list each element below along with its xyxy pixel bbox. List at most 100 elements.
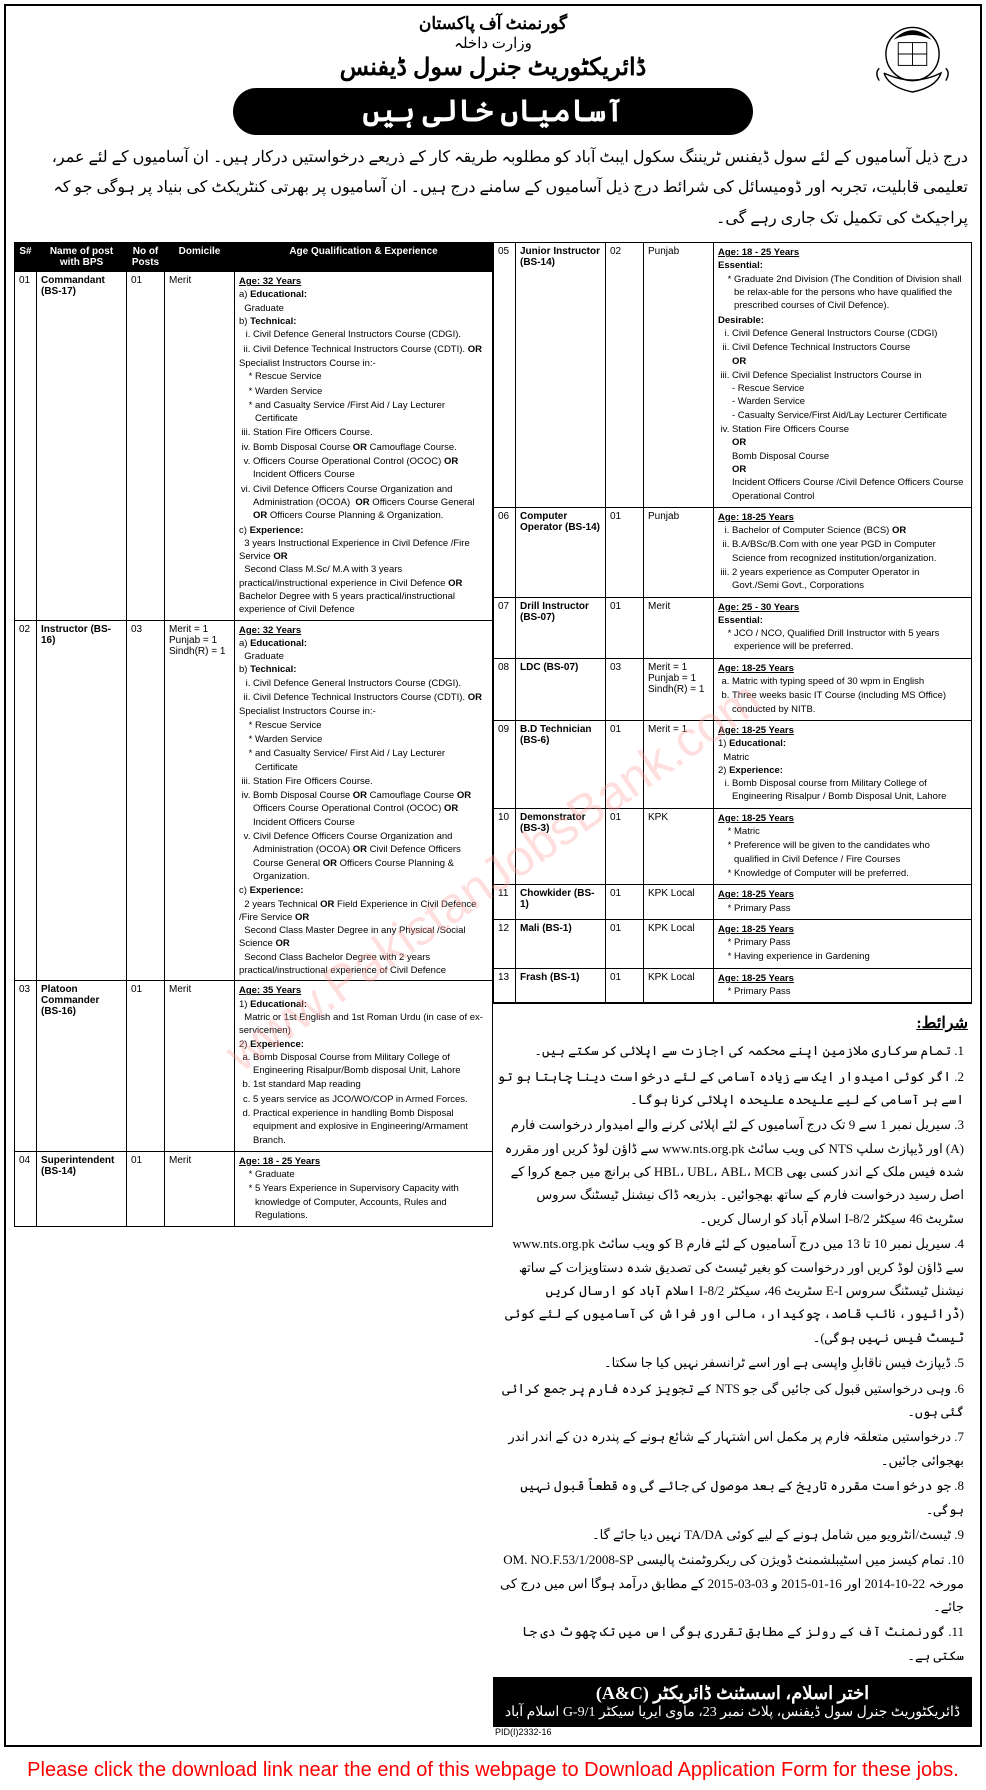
condition-item: گورنمنٹ آف کے رولز کے مطابق تقرری ہوگی ا… xyxy=(497,1620,964,1667)
condition-item: درخواستیں متعلقہ فارم پر مکمل اس اشتہار … xyxy=(497,1425,964,1472)
table-row: 10 Demonstrator (BS-3) 01 KPK Age: 18-25… xyxy=(494,808,972,884)
condition-item: وہی درخواستیں قبول کی جائیں گی جو NTS کے… xyxy=(497,1377,964,1424)
table-row: 06 Computer Operator (BS-14) 01 Punjab A… xyxy=(494,507,972,597)
condition-item: سیریل نمبر 10 تا 13 میں درج آسامیوں کے ل… xyxy=(497,1232,964,1349)
cell-dom: Merit = 1Punjab = 1Sindh(R) = 1 xyxy=(165,620,235,981)
table-row: 13 Frash (BS-1) 01 KPK Local Age: 18-25 … xyxy=(494,968,972,1003)
pid-number: PID(I)2332-16 xyxy=(493,1727,972,1737)
cell-dom: KPK Local xyxy=(644,968,714,1003)
cell-post: Junior Instructor (BS-14) xyxy=(516,243,606,508)
footer-address: ڈائریکٹوریٹ جنرل سول ڈیفنس، پلاٹ نمبر 23… xyxy=(499,1704,966,1721)
intro-text: درج ذیل آسامیوں کے لئے سول ڈیفنس ٹریننگ … xyxy=(14,143,972,234)
cell-sn: 09 xyxy=(494,720,516,808)
cell-qual: Age: 32 Yearsa) Educational: Graduateb) … xyxy=(235,272,493,620)
table-header-row: S# Name of post with BPS No of Posts Dom… xyxy=(15,243,493,272)
cell-num: 01 xyxy=(606,507,644,597)
cell-sn: 13 xyxy=(494,968,516,1003)
th-sn: S# xyxy=(15,243,37,272)
cell-dom: Punjab xyxy=(644,507,714,597)
vacancy-banner: آسامیاں خالی ہیں xyxy=(233,88,753,135)
jobs-columns: S# Name of post with BPS No of Posts Dom… xyxy=(14,242,972,1737)
cell-sn: 01 xyxy=(15,272,37,620)
cell-dom: Merit xyxy=(644,597,714,658)
cell-num: 01 xyxy=(606,808,644,884)
directorate-line: ڈائریکٹوریٹ جنرل سول ڈیفنس xyxy=(14,53,972,82)
cell-post: B.D Technician (BS-6) xyxy=(516,720,606,808)
table-row: 12 Mali (BS-1) 01 KPK Local Age: 18-25 Y… xyxy=(494,919,972,968)
table-row: 09 B.D Technician (BS-6) 01 Merit = 1 Ag… xyxy=(494,720,972,808)
ministry-line: وزارت داخلہ xyxy=(14,34,972,53)
cell-sn: 05 xyxy=(494,243,516,508)
cell-dom: Punjab xyxy=(644,243,714,508)
th-qual: Age Qualification & Experience xyxy=(235,243,493,272)
condition-item: اگر کوئی امیدوار ایک سے زیادہ آسامی کے ل… xyxy=(497,1065,964,1112)
left-column: S# Name of post with BPS No of Posts Dom… xyxy=(14,242,493,1737)
cell-post: Computer Operator (BS-14) xyxy=(516,507,606,597)
footer-box: اختر اسلام، اسسٹنٹ ڈائریکٹر (A&C) ڈائریک… xyxy=(493,1677,972,1727)
cell-num: 01 xyxy=(606,885,644,920)
jobs-table-right: 05 Junior Instructor (BS-14) 02 Punjab A… xyxy=(493,242,972,1003)
conditions-heading: شرائط: xyxy=(916,1015,968,1032)
cell-qual: Age: 18-25 YearsPrimary Pass xyxy=(714,968,972,1003)
condition-item: تمام کیسز میں اسٹیبلشمنٹ ڈویژن کی ریکروٹ… xyxy=(497,1548,964,1618)
cell-num: 02 xyxy=(606,243,644,508)
cell-num: 01 xyxy=(127,272,165,620)
cell-sn: 10 xyxy=(494,808,516,884)
cell-post: Chowkider (BS-1) xyxy=(516,885,606,920)
cell-post: Frash (BS-1) xyxy=(516,968,606,1003)
cell-dom: KPK Local xyxy=(644,885,714,920)
condition-item: سیریل نمبر 1 سے 9 تک درج آسامیوں کے لئے … xyxy=(497,1113,964,1230)
cell-dom: Merit xyxy=(165,272,235,620)
cell-post: Drill Instructor (BS-07) xyxy=(516,597,606,658)
cell-qual: Age: 18-25 YearsBachelor of Computer Sci… xyxy=(714,507,972,597)
cell-dom: KPK Local xyxy=(644,919,714,968)
cell-qual: Age: 18-25 YearsPrimary Pass xyxy=(714,885,972,920)
table-row: 04 Superintendent (BS-14) 01 Merit Age: … xyxy=(15,1151,493,1226)
cell-sn: 12 xyxy=(494,919,516,968)
cell-post: Platoon Commander (BS-16) xyxy=(37,981,127,1152)
govt-line: گورنمنٹ آف پاکستان xyxy=(14,14,972,34)
cell-dom: KPK xyxy=(644,808,714,884)
cell-sn: 07 xyxy=(494,597,516,658)
cell-dom: Merit = 1Punjab = 1Sindh(R) = 1 xyxy=(644,658,714,720)
cell-qual: Age: 35 Years1) Educational: Matric or 1… xyxy=(235,981,493,1152)
cell-num: 01 xyxy=(606,720,644,808)
condition-item: ٹیسٹ/انٹرویو میں شامل ہونے کے لیے کوئی T… xyxy=(497,1523,964,1546)
th-post: Name of post with BPS xyxy=(37,243,127,272)
condition-item: تمام سرکاری ملازمین اپنے محکمہ کی اجازت … xyxy=(497,1039,964,1062)
table-row: 11 Chowkider (BS-1) 01 KPK Local Age: 18… xyxy=(494,885,972,920)
table-row: 01 Commandant (BS-17) 01 Merit Age: 32 Y… xyxy=(15,272,493,620)
cell-qual: Age: 18 - 25 YearsGraduate5 Years Experi… xyxy=(235,1151,493,1226)
table-row: 05 Junior Instructor (BS-14) 02 Punjab A… xyxy=(494,243,972,508)
cell-sn: 06 xyxy=(494,507,516,597)
cell-num: 01 xyxy=(606,597,644,658)
advertisement-page: www.PakistanJobsBank.com گورنمنٹ آف پاکس… xyxy=(4,4,982,1747)
cell-post: Commandant (BS-17) xyxy=(37,272,127,620)
cell-post: Demonstrator (BS-3) xyxy=(516,808,606,884)
cell-sn: 11 xyxy=(494,885,516,920)
cell-sn: 04 xyxy=(15,1151,37,1226)
signatory: اختر اسلام، اسسٹنٹ ڈائریکٹر (A&C) xyxy=(499,1683,966,1704)
conditions-list: تمام سرکاری ملازمین اپنے محکمہ کی اجازت … xyxy=(497,1039,968,1667)
cell-qual: Age: 18-25 Years1) Educational: Matric2)… xyxy=(714,720,972,808)
condition-item: ڈیپازٹ فیس ناقابلِ واپسی ہے اور اسے ٹران… xyxy=(497,1351,964,1374)
cell-dom: Merit xyxy=(165,981,235,1152)
cell-qual: Age: 32 Yearsa) Educational: Graduateb) … xyxy=(235,620,493,981)
state-emblem xyxy=(865,16,960,111)
conditions-block: شرائط: تمام سرکاری ملازمین اپنے محکمہ کی… xyxy=(493,1003,972,1671)
cell-qual: Age: 25 - 30 YearsEssential:JCO / NCO, Q… xyxy=(714,597,972,658)
cell-num: 03 xyxy=(606,658,644,720)
cell-post: LDC (BS-07) xyxy=(516,658,606,720)
cell-sn: 08 xyxy=(494,658,516,720)
cell-num: 03 xyxy=(127,620,165,981)
table-row: 07 Drill Instructor (BS-07) 01 Merit Age… xyxy=(494,597,972,658)
th-dom: Domicile xyxy=(165,243,235,272)
right-column: 05 Junior Instructor (BS-14) 02 Punjab A… xyxy=(493,242,972,1737)
cell-sn: 02 xyxy=(15,620,37,981)
cell-qual: Age: 18-25 YearsMatricPreference will be… xyxy=(714,808,972,884)
download-note: Please click the download link near the … xyxy=(0,1751,986,1790)
jobs-table-left: S# Name of post with BPS No of Posts Dom… xyxy=(14,242,493,1227)
cell-num: 01 xyxy=(127,1151,165,1226)
cell-num: 01 xyxy=(127,981,165,1152)
cell-num: 01 xyxy=(606,919,644,968)
